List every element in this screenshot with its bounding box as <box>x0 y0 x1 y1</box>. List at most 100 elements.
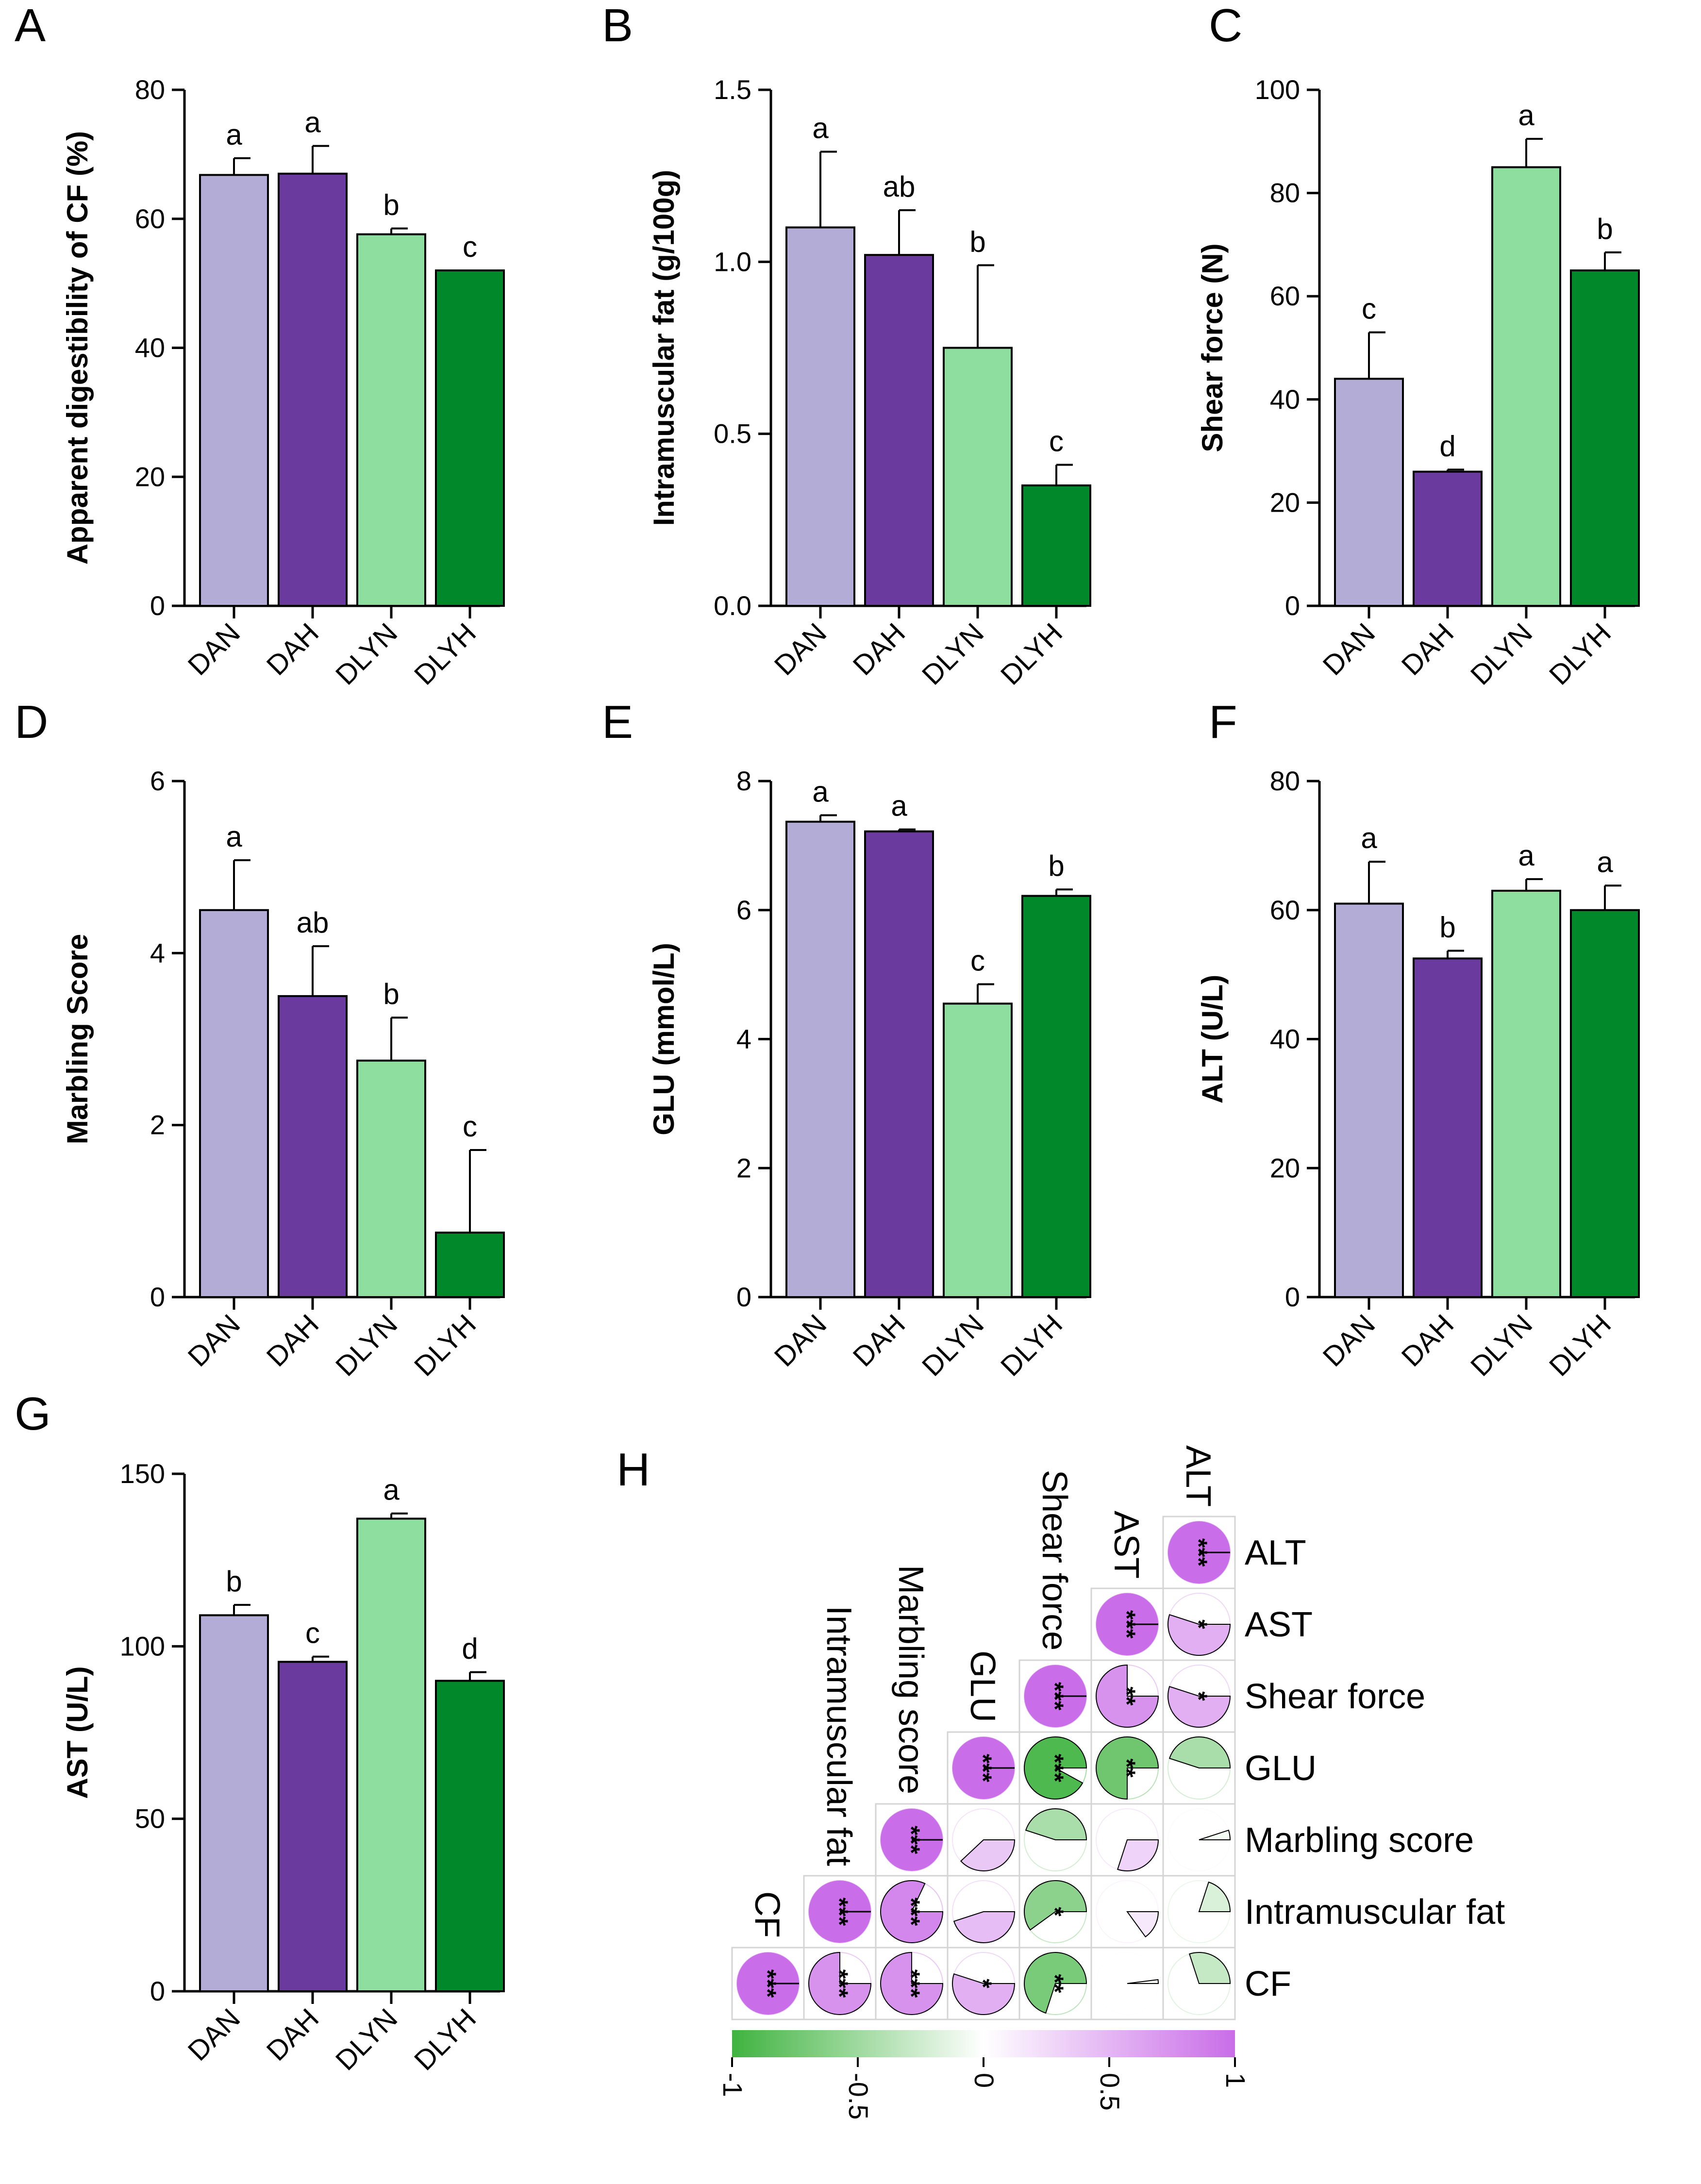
x-tick-label: DAN <box>768 1308 833 1373</box>
significance-stars: *** <box>754 1969 781 1998</box>
y-tick-label: 20 <box>1270 1152 1300 1183</box>
significance-letter: d <box>462 1633 478 1665</box>
corr-cell: *** <box>875 1803 949 1877</box>
y-tick-label: 100 <box>1255 74 1300 105</box>
significance-stars: *** <box>898 1826 925 1854</box>
x-tick-label: DLYN <box>916 1308 990 1382</box>
bar-DAN <box>199 174 269 607</box>
significance-stars: *** <box>1041 1754 1068 1783</box>
corr-cell <box>1162 1875 1236 1949</box>
significance-stars: * <box>1041 1907 1068 1917</box>
y-tick-label: 4 <box>736 1024 751 1054</box>
bar-DAH <box>864 830 934 1298</box>
corr-cell: *** <box>1018 1731 1092 1805</box>
corr-pie <box>880 1951 944 2015</box>
x-tick-label: DAH <box>261 1308 325 1373</box>
x-tick-label: DLYN <box>1465 1308 1538 1382</box>
corr-pie <box>1199 1829 1231 1840</box>
y-tick-label: 20 <box>135 461 165 492</box>
corr-cell: *** <box>947 1731 1020 1805</box>
significance-stars: ** <box>1113 1687 1140 1706</box>
corr-pie <box>1127 1979 1159 1984</box>
row-label: CF <box>1245 1965 1291 2003</box>
significance-letter: ab <box>883 170 916 203</box>
significance-letter: c <box>1362 293 1376 325</box>
corr-cell <box>1162 1803 1236 1877</box>
x-tick-label: DLYN <box>330 2002 403 2076</box>
significance-letter: a <box>304 106 321 139</box>
corr-cell <box>1090 1803 1164 1877</box>
x-tick-label: DAH <box>847 1308 912 1373</box>
bar-DLYN <box>1491 889 1561 1298</box>
panel-label: F <box>1209 696 1237 748</box>
y-tick-label: 1.0 <box>714 246 751 277</box>
x-tick-label: DAN <box>768 617 833 682</box>
y-tick-label: 60 <box>1270 895 1300 925</box>
bar-DAH <box>1413 957 1483 1298</box>
corr-cell: *** <box>803 1875 877 1949</box>
x-tick-label: DLYH <box>408 1308 482 1382</box>
bar-DLYN <box>356 1059 426 1299</box>
column-label: Shear force <box>1035 1470 1074 1651</box>
corr-pie <box>1117 1839 1159 1871</box>
bar-DLYN <box>943 1002 1013 1298</box>
x-tick-label: DLYN <box>1465 617 1538 691</box>
significance-letter: a <box>812 112 829 145</box>
panel-D: D 0 2 4 6 Marbling Score a DAN ab DAH b DLYN c DLYH <box>15 696 505 1383</box>
corr-cell: *** <box>875 1875 949 1949</box>
significance-stars: * <box>1185 1691 1212 1701</box>
y-axis-label: Marbling Score <box>61 934 94 1144</box>
significance-letter: b <box>969 225 985 258</box>
significance-letter: ab <box>297 906 329 939</box>
corr-pie <box>952 1973 1016 2015</box>
colorbar-tick-label: 0.5 <box>1095 2073 1125 2111</box>
corr-cell: *** <box>1162 1516 1236 1589</box>
significance-stars: *** <box>1041 1682 1068 1711</box>
panel-label: E <box>602 696 633 748</box>
corr-pie <box>1167 1614 1231 1656</box>
y-tick-label: 80 <box>1270 178 1300 208</box>
y-tick-label: 20 <box>1270 487 1300 517</box>
row-label: Marbling score <box>1245 1821 1474 1860</box>
bar-DAN <box>199 909 269 1298</box>
corr-pie <box>1096 1736 1159 1800</box>
x-tick-label: DAH <box>1396 1308 1460 1373</box>
bar-DAN <box>1334 378 1404 607</box>
significance-stars: *** <box>1113 1610 1140 1639</box>
bar-DLYH <box>1021 895 1091 1298</box>
corr-cell: * <box>1018 1875 1092 1949</box>
y-tick-label: 6 <box>150 766 165 796</box>
significance-letter: c <box>1049 425 1064 457</box>
significance-letter: c <box>463 231 477 263</box>
panel-H: H************************ **** ***** **** **… <box>617 1444 1505 2120</box>
bar-DAN <box>785 820 855 1299</box>
y-tick-label: 0 <box>1285 1282 1300 1312</box>
significance-letter: c <box>970 945 985 977</box>
bar-DAN <box>1334 902 1404 1298</box>
bar-DLYH <box>1021 484 1091 607</box>
corr-cell: * <box>1162 1587 1236 1661</box>
y-tick-label: 150 <box>120 1458 165 1489</box>
panel-E: E 0 2 4 6 8 GLU (mmol/L) a DAN a DAH c DLYN b DLYH <box>602 696 1091 1383</box>
corr-pie <box>1024 1952 1087 2014</box>
corr-cell <box>1090 1947 1164 2020</box>
column-label: AST <box>1107 1511 1146 1579</box>
significance-letter: a <box>226 820 242 853</box>
colorbar <box>732 2030 1235 2057</box>
bar-DLYN <box>1491 166 1561 607</box>
x-tick-label: DAN <box>182 617 247 682</box>
corr-pie <box>1025 1808 1087 1840</box>
corr-pie <box>1126 1911 1159 1938</box>
column-label: Marbling score <box>891 1565 930 1794</box>
y-tick-label: 40 <box>1270 384 1300 415</box>
y-tick-label: 6 <box>736 895 751 925</box>
significance-stars: * <box>1185 1619 1212 1629</box>
y-tick-label: 2 <box>736 1152 751 1183</box>
x-tick-label: DAH <box>261 2002 325 2067</box>
corr-cell <box>1090 1875 1164 1949</box>
corr-cell: ** <box>1090 1731 1164 1805</box>
column-label: CF <box>748 1891 786 1938</box>
significance-letter: a <box>891 790 907 822</box>
y-axis-label: Intramuscular fat (g/100g) <box>648 170 680 526</box>
column-label: GLU <box>963 1651 1002 1722</box>
